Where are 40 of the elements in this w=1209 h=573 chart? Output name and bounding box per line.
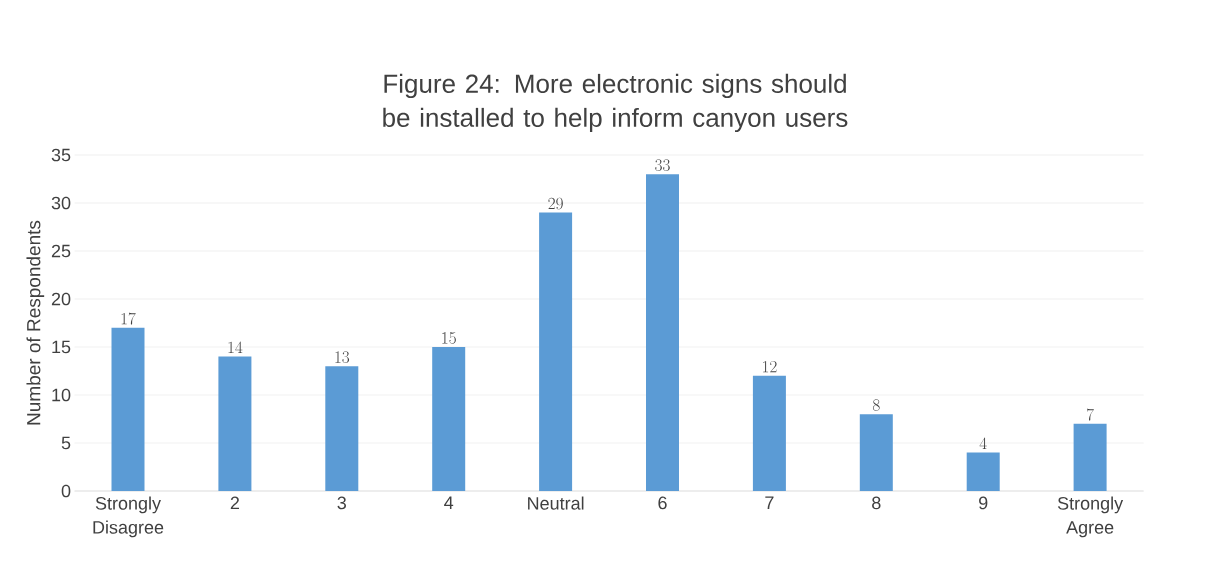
y-tick-label: 20 <box>51 292 71 306</box>
y-tick-label: 35 <box>51 148 71 162</box>
data-label: 12 <box>763 360 777 373</box>
data-label: 8 <box>872 399 880 411</box>
data-label: 29 <box>548 197 563 210</box>
bar <box>539 212 573 491</box>
bar <box>218 356 252 491</box>
x-tick-label: 4 <box>444 496 454 509</box>
y-axis-title: Number of Respondents <box>26 220 45 425</box>
x-tick-label: Strongly Disagree <box>93 496 164 538</box>
y-tick-label: 0 <box>61 484 71 498</box>
x-tick-label: 3 <box>337 496 347 510</box>
bar <box>859 414 893 491</box>
y-tick-label: 25 <box>51 244 71 258</box>
x-tick-label: 7 <box>765 496 774 509</box>
y-tick-label: 5 <box>61 436 71 450</box>
data-label: 15 <box>442 332 456 344</box>
data-label: 4 <box>979 437 987 450</box>
bar <box>432 347 466 491</box>
bar <box>966 452 1000 491</box>
x-tick-label: 6 <box>658 496 667 510</box>
x-tick-label: Strongly Agree <box>1057 496 1124 538</box>
y-tick-label: 10 <box>52 388 71 402</box>
x-tick-label: 2 <box>230 496 239 510</box>
data-label: 33 <box>655 159 670 171</box>
bar <box>111 327 145 491</box>
bar <box>325 366 359 491</box>
x-tick-label: 8 <box>872 496 881 510</box>
chart-title: Figure 24: More electronic signs should be installed to help inform canyon users <box>383 73 848 133</box>
y-tick-label: 30 <box>51 196 71 210</box>
y-tick-label: 15 <box>52 340 71 354</box>
bar <box>1073 423 1107 491</box>
data-label: 17 <box>121 312 136 325</box>
data-label: 14 <box>228 341 243 354</box>
data-label: 7 <box>1086 408 1094 421</box>
data-label: 13 <box>335 351 350 363</box>
x-tick-label: Neutral <box>528 496 584 510</box>
bar <box>646 174 679 491</box>
bar <box>752 375 786 491</box>
x-tick-label: 9 <box>979 496 988 510</box>
